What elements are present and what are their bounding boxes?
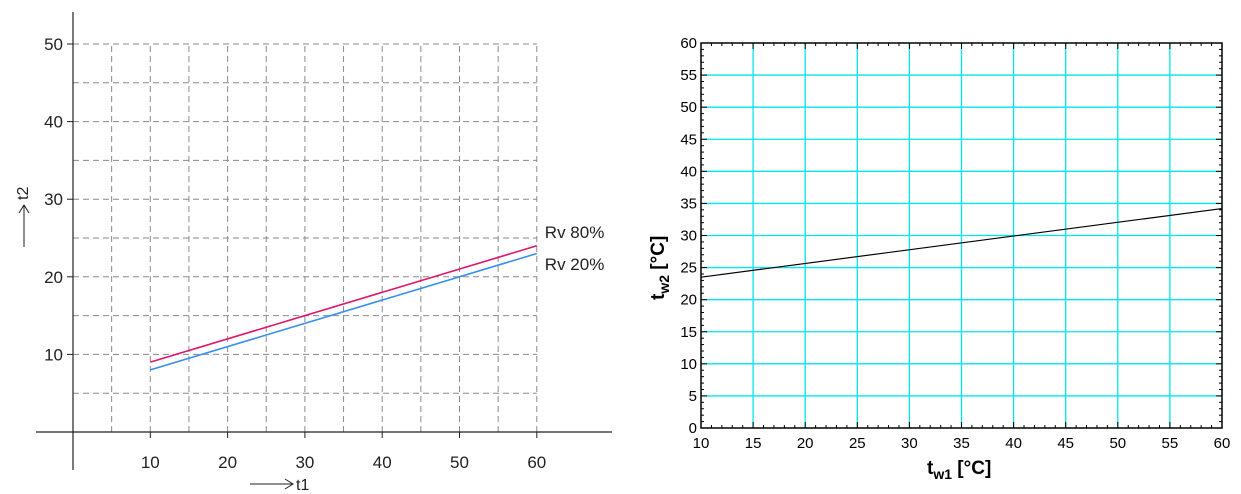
y-tick-label: 40	[44, 113, 63, 132]
y-tick-label: 45	[680, 131, 697, 148]
series-label: Rv 80%	[545, 223, 605, 242]
x-tick-label: 60	[527, 453, 546, 472]
series-label: Rv 20%	[545, 255, 605, 274]
y-tick-label: 10	[680, 356, 697, 373]
y-tick-label: 35	[680, 195, 697, 212]
series-line	[150, 244, 538, 363]
y-tick-label: 50	[44, 35, 63, 54]
x-tick-label: 10	[141, 453, 160, 472]
left-chart: 10 20 30 40 50 60 10 20 30 40 50 Rv 80% Rv 20% t1 t2	[15, 12, 612, 494]
series-line	[700, 207, 1223, 278]
x-axis-title: t1	[296, 477, 309, 494]
y-tick-label: 30	[680, 228, 697, 245]
x-tick-label: 20	[218, 453, 237, 472]
y-tick-label: 0	[689, 420, 697, 437]
y-axis-title: tw2 [°C]	[648, 236, 672, 300]
x-tick-label: 30	[295, 453, 314, 472]
x-tick-label: 45	[1057, 435, 1074, 452]
y-tick-label: 30	[44, 190, 63, 209]
y-tick-label: 10	[44, 345, 63, 364]
y-label-arrowhead	[18, 204, 30, 214]
x-tick-label: 15	[745, 435, 762, 452]
y-tick-label: 25	[680, 260, 697, 277]
y-tick-label: 55	[680, 67, 697, 84]
plot-frame	[700, 42, 1223, 429]
x-tick-label: 50	[1109, 435, 1126, 452]
x-tick-label: 30	[901, 435, 918, 452]
y-tick-label: 40	[680, 163, 697, 180]
y-tick-label: 50	[680, 99, 697, 116]
x-tick-label: 40	[373, 453, 392, 472]
x-tick-label: 40	[1005, 435, 1022, 452]
y-tick-label: 60	[680, 35, 697, 52]
x-tick-label: 10	[693, 435, 710, 452]
y-tick-label: 20	[44, 268, 63, 287]
y-tick-label: 5	[689, 388, 697, 405]
y-tick-label: 20	[680, 292, 697, 309]
x-tick-label: 55	[1162, 435, 1179, 452]
x-label-arrowhead	[284, 478, 294, 490]
y-tick-label: 15	[680, 324, 697, 341]
x-tick-label: 50	[450, 453, 469, 472]
x-tick-label: 25	[849, 435, 866, 452]
series-line	[150, 252, 538, 371]
x-tick-label: 35	[953, 435, 970, 452]
x-tick-label: 60	[1214, 435, 1231, 452]
x-tick-label: 20	[797, 435, 814, 452]
y-axis-title: t2	[15, 187, 32, 200]
x-axis-title: tw1 [°C]	[927, 458, 991, 482]
